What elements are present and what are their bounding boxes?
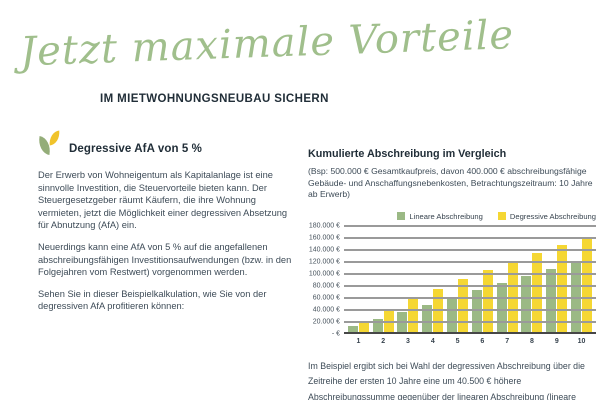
chart-legend: Lineare Abschreibung Degressive Abschrei… bbox=[308, 212, 596, 221]
gridline bbox=[344, 237, 596, 239]
x-tick-label-5: 5 bbox=[455, 337, 460, 345]
bar-group-year-5 bbox=[447, 226, 469, 334]
y-tick-label-1: 20.000 € bbox=[312, 318, 340, 325]
bar-group-year-3 bbox=[397, 226, 419, 334]
intro-paragraph-2: Neuerdings kann eine AfA von 5 % auf die… bbox=[38, 241, 292, 278]
x-tick-label-6: 6 bbox=[480, 337, 485, 345]
y-tick-label-2: 40.000 € bbox=[312, 306, 340, 313]
bar-group-year-7 bbox=[496, 226, 518, 334]
headline-tagline: IM MIETWOHNUNGSNEUBAU SICHERN bbox=[100, 93, 329, 105]
chart-title: Kumulierte Abschreibung im Vergleich bbox=[308, 148, 507, 160]
bar-linear-year-9 bbox=[546, 268, 557, 334]
gridline bbox=[344, 249, 596, 251]
y-tick-label-8: 160.000 € bbox=[308, 234, 340, 241]
bar-linear-year-1 bbox=[347, 326, 358, 334]
legend-swatch-linear-icon bbox=[397, 212, 406, 220]
gridline bbox=[344, 321, 596, 323]
headline-script: Jetzt maximale Vorteile bbox=[19, 12, 515, 76]
bar-linear-year-3 bbox=[397, 311, 408, 334]
x-tick-label-1: 1 bbox=[356, 337, 361, 345]
bar-degressive-year-9 bbox=[557, 244, 568, 334]
x-tick-label-7: 7 bbox=[505, 337, 510, 345]
section-head: Degressive AfA von 5 % bbox=[36, 130, 296, 156]
bar-linear-year-8 bbox=[521, 275, 532, 334]
bar-linear-year-4 bbox=[422, 304, 433, 334]
bar-degressive-year-3 bbox=[408, 299, 419, 334]
bar-group-year-6 bbox=[471, 226, 493, 334]
bar-group-year-9 bbox=[546, 226, 568, 334]
y-tick-label-7: 140.000 € bbox=[308, 246, 340, 253]
gridline bbox=[344, 225, 596, 227]
y-tick-label-0: - € bbox=[331, 330, 340, 337]
bar-linear-year-6 bbox=[471, 290, 482, 334]
legend-item-linear: Lineare Abschreibung bbox=[397, 211, 483, 221]
y-tick-label-3: 60.000 € bbox=[312, 294, 340, 302]
legend-label-linear: Lineare Abschreibung bbox=[409, 211, 483, 221]
bar-chart: - € 20.000 € 40.000 € 60.000 € 80.000 € 100.0… bbox=[308, 222, 596, 345]
bar-group-year-10 bbox=[571, 226, 593, 334]
gridline bbox=[344, 285, 596, 287]
chart-section: Kumulierte Abschreibung im Vergleich (Bs… bbox=[308, 148, 596, 400]
leaf-yellow-petal bbox=[48, 130, 61, 146]
bar-linear-year-5 bbox=[447, 297, 458, 334]
leaf-icon bbox=[36, 130, 62, 156]
y-tick-label-5: 100.000 € bbox=[308, 270, 340, 277]
chart-x-labels: 1 2 3 4 5 6 7 8 9 10 bbox=[344, 338, 596, 345]
chart-subtitle: (Bsp: 500.000 € Gesamtkaufpreis, davon 4… bbox=[308, 166, 593, 199]
x-tick-label-4: 4 bbox=[430, 337, 435, 345]
y-tick-label-9: 180.000 € bbox=[308, 222, 340, 229]
gridline bbox=[344, 273, 596, 275]
bar-degressive-year-1 bbox=[358, 321, 369, 334]
bar-group-year-8 bbox=[521, 226, 543, 334]
x-tick-label-2: 2 bbox=[381, 337, 386, 345]
chart-plot: - € 20.000 € 40.000 € 60.000 € 80.000 € 100.0… bbox=[309, 222, 596, 337]
x-tick-label-8: 8 bbox=[530, 337, 534, 345]
chart-bars bbox=[346, 226, 594, 334]
bar-group-year-4 bbox=[422, 226, 444, 334]
x-tick-label-10: 10 bbox=[577, 337, 586, 345]
bar-linear-year-7 bbox=[496, 283, 507, 334]
intro-paragraph-3: Sehen Sie in dieser Beispielkalkulation,… bbox=[38, 288, 267, 312]
legend-label-degressive: Degressive Abschreibung bbox=[509, 211, 596, 221]
y-tick-label-6: 120.000 € bbox=[308, 258, 340, 266]
bar-degressive-year-8 bbox=[532, 252, 543, 334]
x-tick-label-3: 3 bbox=[406, 337, 410, 345]
gridline bbox=[344, 297, 596, 299]
legend-swatch-degressive-icon bbox=[497, 212, 506, 220]
x-tick-label-9: 9 bbox=[554, 337, 559, 345]
gridline bbox=[344, 309, 596, 311]
intro-section: Degressive AfA von 5 % Der Erwerb von Wo… bbox=[36, 130, 296, 322]
chart-footnote: Im Beispiel ergibt sich bei Wahl der deg… bbox=[308, 360, 585, 400]
section-heading: Degressive AfA von 5 % bbox=[69, 143, 203, 155]
bar-group-year-2 bbox=[372, 226, 394, 334]
bar-degressive-year-4 bbox=[433, 288, 444, 334]
bar-degressive-year-5 bbox=[458, 279, 469, 334]
intro-paragraph-1: Der Erwerb von Wohneigentum als Kapitala… bbox=[38, 170, 288, 231]
gridline bbox=[344, 261, 596, 263]
x-axis-line bbox=[344, 331, 596, 334]
bar-linear-year-2 bbox=[372, 319, 383, 334]
bar-group-year-1 bbox=[347, 226, 369, 334]
legend-item-degressive: Degressive Abschreibung bbox=[497, 211, 596, 221]
bar-degressive-year-6 bbox=[482, 269, 493, 334]
y-tick-label-4: 80.000 € bbox=[312, 282, 340, 289]
